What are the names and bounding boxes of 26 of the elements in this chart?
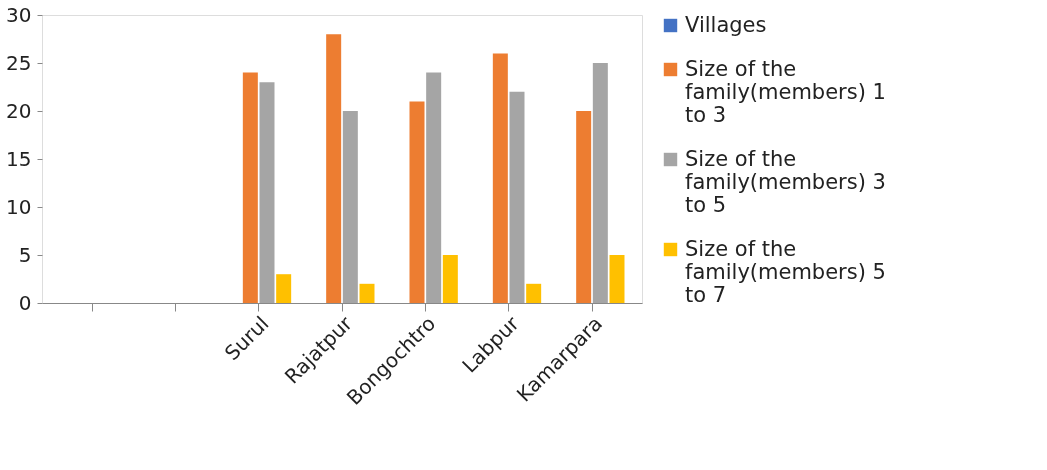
bar [409,101,425,303]
y-tick-label: 20 [6,98,32,123]
y-tick-label: 25 [6,50,32,75]
bar [576,111,592,303]
bar [592,63,608,303]
bar [342,111,358,303]
legend-label: Size of the family(members) 3 to 5 [685,146,886,217]
legend-label: Villages [685,12,767,37]
bar [259,82,275,303]
bar [509,91,525,303]
legend-label: Size of the family(members) 1 to 3 [685,56,886,127]
legend-label: Size of the family(members) 5 to 7 [685,236,886,307]
y-tick-label: 5 [18,242,32,267]
y-tick-label: 10 [6,194,32,219]
bar [359,283,375,303]
bar [492,53,508,303]
y-tick-label: 0 [18,290,32,315]
bar [242,72,258,303]
bar [526,283,542,303]
bar [276,274,292,303]
bar [326,34,342,303]
bar [426,72,442,303]
y-tick-label: 15 [6,146,32,171]
y-tick-label: 30 [6,2,32,27]
bar [442,255,458,303]
bar [609,255,625,303]
